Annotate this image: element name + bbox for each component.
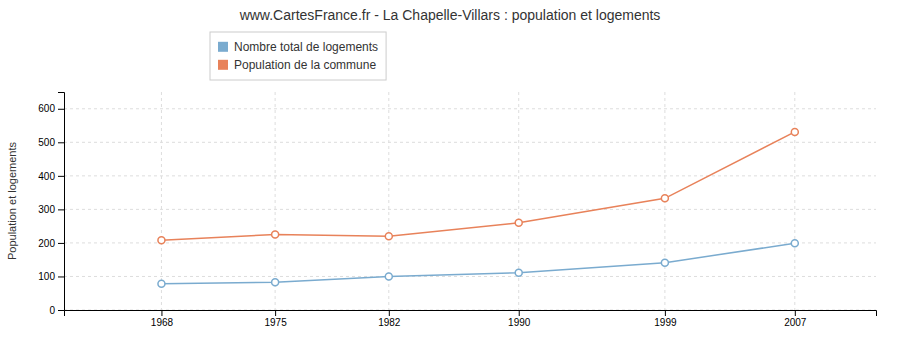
y-axis-line — [58, 93, 65, 311]
x-tick: 1999 — [654, 310, 677, 328]
y-tick-label: 600 — [38, 103, 55, 114]
y-tick: 200 — [38, 238, 64, 249]
point — [661, 195, 668, 202]
y-grid-line — [64, 276, 876, 277]
x-axis: 1968 1975 1982 1990 1999 2007 — [65, 310, 877, 328]
legend-item: Nombre total de logements — [218, 40, 378, 54]
y-tick: 600 — [38, 103, 64, 114]
point — [158, 237, 165, 244]
x-tick-label: 1982 — [378, 317, 401, 328]
y-tick-mark — [58, 276, 64, 277]
y-tick-mark — [58, 142, 64, 143]
x-tick-mark — [795, 310, 796, 316]
y-tick-mark — [58, 310, 64, 311]
point — [791, 240, 798, 247]
y-axis: 0 100 200 300 400 500 600 — [38, 93, 64, 316]
x-tick-mark — [161, 310, 162, 316]
marks — [158, 128, 798, 287]
y-grid-line — [64, 108, 876, 109]
y-grid-line — [64, 209, 876, 210]
x-tick-label: 1990 — [508, 317, 531, 328]
point — [385, 273, 392, 280]
point — [515, 269, 522, 276]
y-tick-label: 500 — [38, 137, 55, 148]
series-line — [161, 132, 794, 240]
legend-swatch — [218, 60, 228, 70]
title: www.CartesFrance.fr - La Chapelle-Villar… — [239, 7, 661, 23]
y-tick-mark — [58, 109, 64, 110]
x-grid-line — [518, 92, 519, 310]
legend: Nombre total de logements Population de l… — [210, 32, 386, 80]
legend-item: Population de la commune — [218, 58, 376, 72]
y-tick-mark — [58, 209, 64, 210]
point — [272, 279, 279, 286]
x-tick-mark — [389, 310, 390, 316]
legend-box — [210, 32, 386, 80]
x-tick-label: 1975 — [264, 317, 287, 328]
x-tick-mark — [275, 310, 276, 316]
x-grid-line — [794, 92, 795, 310]
point — [272, 231, 279, 238]
y-grid-line — [64, 142, 876, 143]
x-tick-label: 1999 — [654, 317, 677, 328]
y-tick: 100 — [38, 271, 64, 282]
x-tick: 2007 — [784, 310, 807, 328]
point — [158, 280, 165, 287]
x-tick-label: 1968 — [151, 317, 174, 328]
y-tick-mark — [58, 176, 64, 177]
y-tick: 500 — [38, 137, 64, 148]
y-tick-label: 300 — [38, 204, 55, 215]
legend-swatch — [218, 42, 228, 52]
y-tick: 0 — [49, 305, 64, 316]
x-tick-mark — [519, 310, 520, 316]
legend-label: Nombre total de logements — [234, 40, 378, 54]
x-tick-label: 2007 — [784, 317, 807, 328]
x-tick: 1982 — [378, 310, 401, 328]
y-grid-line — [64, 242, 876, 243]
y-axis-label: Population et logements — [6, 141, 18, 260]
x-tick: 1990 — [508, 310, 531, 328]
y-tick: 400 — [38, 171, 64, 182]
y-tick-label: 200 — [38, 238, 55, 249]
chart: www.CartesFrance.fr - La Chapelle-Villar… — [0, 0, 900, 340]
plot: 1968 1975 1982 1990 1999 2007 0 100 200 300 400 500… — [38, 92, 876, 328]
y-tick-label: 400 — [38, 171, 55, 182]
grid — [64, 92, 876, 310]
y-tick-label: 0 — [49, 305, 55, 316]
point — [515, 219, 522, 226]
y-tick-mark — [58, 243, 64, 244]
y-tick-label: 100 — [38, 271, 55, 282]
legend-label: Population de la commune — [234, 58, 376, 72]
x-tick: 1975 — [264, 310, 287, 328]
point — [791, 128, 798, 135]
y-tick: 300 — [38, 204, 64, 215]
series-line — [161, 243, 794, 284]
x-tick-mark — [665, 310, 666, 316]
x-grid-line — [161, 92, 162, 310]
x-axis-line — [65, 311, 877, 317]
x-grid-line — [275, 92, 276, 310]
point — [385, 233, 392, 240]
point — [661, 259, 668, 266]
x-tick: 1968 — [151, 310, 174, 328]
y-grid-line — [64, 175, 876, 176]
